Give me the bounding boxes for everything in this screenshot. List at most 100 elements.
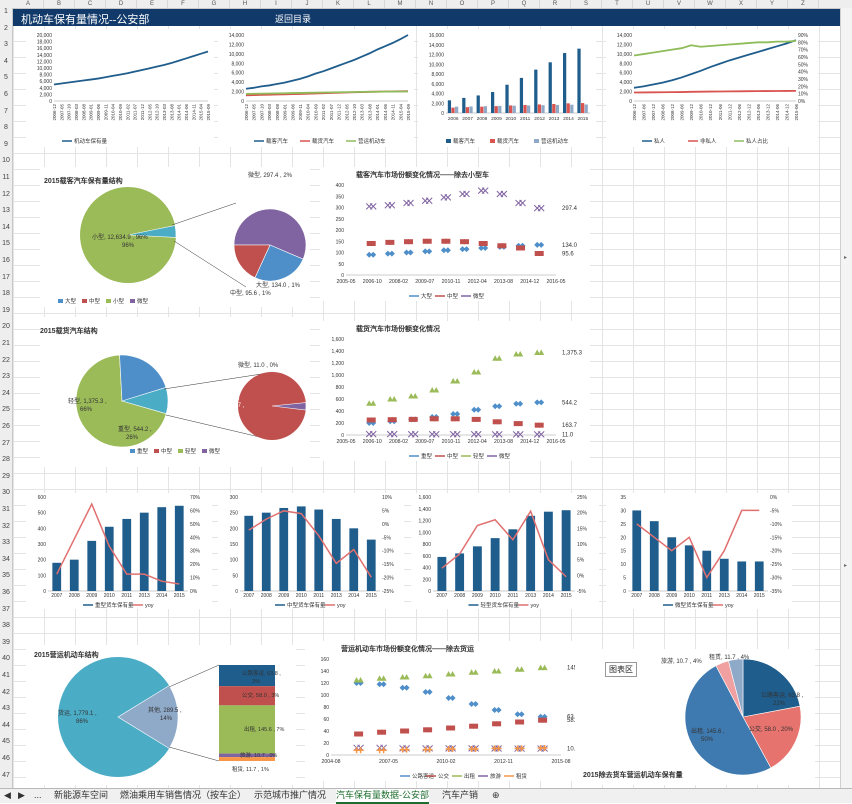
row-header-45[interactable]: 45: [2, 738, 10, 746]
chart-c4[interactable]: 0 2,000 4,000 6,000 8,000 10,000 12,000 14,000 0…: [606, 29, 818, 147]
column-header-F[interactable]: F: [168, 0, 199, 8]
row-header-47[interactable]: 47: [2, 771, 10, 779]
column-header-V[interactable]: V: [664, 0, 695, 8]
row-header-40[interactable]: 40: [2, 655, 10, 663]
chart-c7[interactable]: 2015载货汽车结构 轻型, 1,375.3 , 66% 重型, 544.2 , 26%…: [40, 317, 310, 467]
chart-c2[interactable]: 0 2,000 4,000 6,000 8,000 10,000 12,000 14,000 2…: [218, 29, 414, 147]
row-header-6[interactable]: 6: [4, 91, 8, 98]
column-header-B[interactable]: B: [44, 0, 75, 8]
row-header-16[interactable]: 16: [2, 257, 10, 264]
column-header-D[interactable]: D: [106, 0, 137, 8]
tabs-ellipsis[interactable]: ...: [34, 790, 42, 800]
row-header-34[interactable]: 34: [2, 555, 10, 563]
row-header-37[interactable]: 37: [2, 605, 10, 613]
tab-scroll-left-icon[interactable]: ◀: [4, 790, 11, 800]
column-header-A[interactable]: A: [13, 0, 44, 8]
chart-c14[interactable]: 营运机动车市场份额变化情况——除去货运 0 20 40 60 80 100 120 140 160…: [305, 641, 595, 781]
chart-c13[interactable]: 2015营运机动车结构 货运, 1,779.1 , 86% 其他, 289.5 , 14…: [26, 645, 296, 785]
row-header-42[interactable]: 42: [2, 688, 10, 696]
row-header-26[interactable]: 26: [2, 423, 10, 430]
row-header-33[interactable]: 33: [2, 539, 10, 547]
tab-sheet-1[interactable]: 燃油乘用车销售情况（按车企）: [120, 790, 247, 800]
chart-c12[interactable]: 0 5 10 15 20 25 30 35 -35% -30% -25% -20% -15% -10% -5…: [606, 493, 792, 609]
worksheet-grid[interactable]: 机动车保有量情况--公安部 返回目录 0 2,000 4,000 6,000 8,000…: [13, 9, 840, 788]
column-header-M[interactable]: M: [385, 0, 416, 8]
column-header-Z[interactable]: Z: [788, 0, 819, 8]
series-line-机动车保有量: [53, 50, 209, 86]
row-header-14[interactable]: 14: [2, 223, 10, 231]
row-header-41[interactable]: 41: [2, 672, 10, 679]
chart-svg-c15: 公路客运, 63.8 , 22% 公交, 58.0 , 20% 出租, 145.6 ,…: [583, 653, 804, 779]
column-header-G[interactable]: G: [199, 0, 230, 8]
column-header-C[interactable]: C: [75, 0, 106, 8]
column-header-Y[interactable]: Y: [757, 0, 788, 8]
row-header-25[interactable]: 25: [2, 406, 10, 414]
row-header-35[interactable]: 35: [2, 572, 10, 580]
row-header-31[interactable]: 31: [2, 506, 10, 513]
chart-c8[interactable]: 载货汽车市场份额变化情况 0 200 400 600 800 1,000 1,200 1,400…: [320, 321, 590, 461]
column-header-L[interactable]: L: [354, 0, 385, 8]
row-header-30[interactable]: 30: [2, 489, 10, 497]
row-header-23[interactable]: 23: [2, 373, 10, 381]
row-header-9[interactable]: 9: [4, 140, 8, 148]
row-header-32[interactable]: 32: [2, 522, 10, 530]
row-header-1[interactable]: 1: [4, 8, 8, 15]
chart-c6[interactable]: 载客汽车市场份额变化情况——除去小型车 0 50 100 150 200 250 300 350…: [320, 167, 590, 301]
column-header-P[interactable]: P: [478, 0, 509, 8]
column-header-E[interactable]: E: [137, 0, 168, 8]
column-header-K[interactable]: K: [323, 0, 354, 8]
add-sheet-icon[interactable]: ⊕: [492, 790, 500, 800]
column-header-W[interactable]: W: [695, 0, 726, 8]
row-header-29[interactable]: 29: [2, 472, 10, 480]
chart-c1[interactable]: 0 2,000 4,000 6,000 8,000 10,000 12,000 14,000 1…: [26, 29, 214, 147]
chart-c11[interactable]: 0 200 400 600 800 1,000 1,200 1,400 1,600 -5% 0% 5%…: [411, 493, 599, 609]
chart-c10[interactable]: 0 50 100 150 200 250 300 -25% -20% -15% -10% -5% 0% 5…: [218, 493, 404, 609]
chart-c3[interactable]: 0 2,000 4,000 6,000 8,000 10,000 12,000 14,000 1…: [418, 29, 596, 147]
column-header-Q[interactable]: Q: [509, 0, 540, 8]
row-header-38[interactable]: 38: [2, 622, 10, 630]
row-header-12[interactable]: 12: [2, 190, 10, 198]
back-to-contents-link[interactable]: 返回目录: [275, 14, 312, 24]
row-header-18[interactable]: 18: [2, 290, 10, 298]
row-header-17[interactable]: 17: [2, 273, 10, 281]
row-header-39[interactable]: 39: [2, 638, 10, 646]
row-header-22[interactable]: 22: [2, 356, 10, 364]
tab-scroll-right-icon[interactable]: ▶: [18, 790, 25, 800]
tab-sheet-2[interactable]: 示范城市推广情况: [254, 790, 327, 800]
vertical-scrollbar[interactable]: ▸ ▸: [840, 8, 852, 788]
row-header-15[interactable]: 15: [2, 240, 10, 248]
row-header-21[interactable]: 21: [2, 340, 10, 347]
row-header-7[interactable]: 7: [4, 107, 8, 115]
chart-c9[interactable]: 0 100 200 300 400 500 600 0% 10% 20% 30% 40% 50% 60% 7…: [26, 493, 212, 609]
row-header-36[interactable]: 36: [2, 589, 10, 596]
row-header-8[interactable]: 8: [4, 124, 8, 132]
row-header-5[interactable]: 5: [4, 74, 8, 82]
row-header-28[interactable]: 28: [2, 456, 10, 464]
row-header-10[interactable]: 10: [2, 157, 10, 165]
column-header-O[interactable]: O: [447, 0, 478, 8]
column-header-N[interactable]: N: [416, 0, 447, 8]
row-header-11[interactable]: 11: [2, 174, 10, 181]
row-header-13[interactable]: 13: [2, 207, 10, 215]
row-header-46[interactable]: 46: [2, 755, 10, 762]
tab-sheet-4[interactable]: 汽车产销: [442, 790, 479, 800]
column-header-X[interactable]: X: [726, 0, 757, 8]
column-header-U[interactable]: U: [633, 0, 664, 8]
column-header-H[interactable]: H: [230, 0, 261, 8]
column-header-S[interactable]: S: [571, 0, 602, 8]
row-header-2[interactable]: 2: [4, 24, 8, 32]
row-header-44[interactable]: 44: [2, 721, 10, 729]
column-header-J[interactable]: J: [292, 0, 323, 8]
column-header-R[interactable]: R: [540, 0, 571, 8]
row-header-20[interactable]: 20: [2, 323, 10, 331]
row-header-43[interactable]: 43: [2, 705, 10, 713]
row-header-24[interactable]: 24: [2, 389, 10, 397]
chart-c5[interactable]: 2015载客汽车保有量结构 小型, 12,634.9 , 96% 96% 微型, 29…: [40, 167, 310, 307]
column-header-T[interactable]: T: [602, 0, 633, 8]
column-header-I[interactable]: I: [261, 0, 292, 8]
row-header-27[interactable]: 27: [2, 439, 10, 447]
row-header-4[interactable]: 4: [4, 57, 8, 65]
tab-sheet-0[interactable]: 新能源车空间: [54, 790, 109, 800]
row-header-3[interactable]: 3: [4, 41, 8, 49]
row-header-19[interactable]: 19: [2, 306, 10, 314]
